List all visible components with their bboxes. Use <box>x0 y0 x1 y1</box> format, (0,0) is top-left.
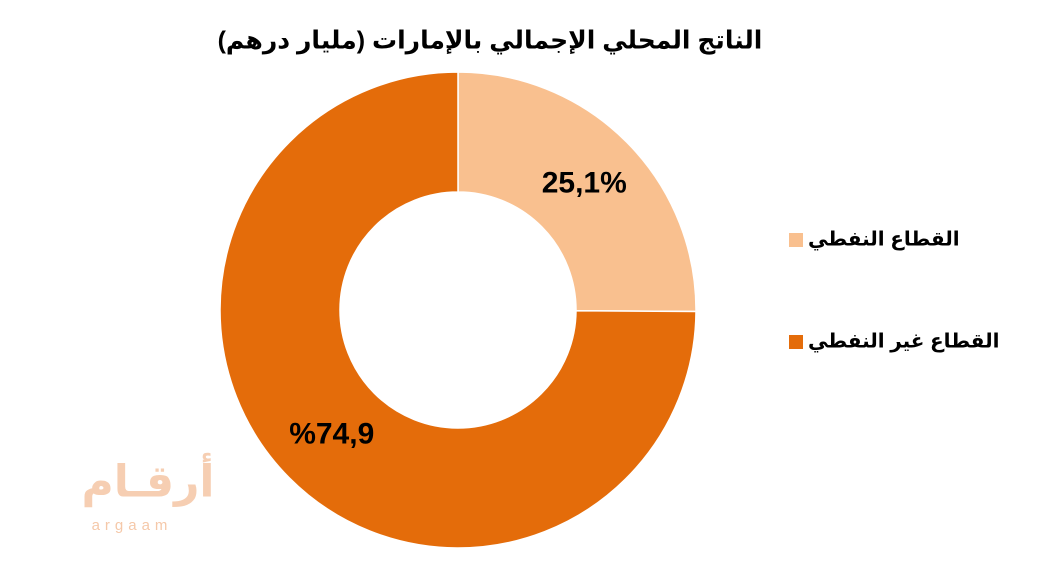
watermark-latin: argaam <box>92 517 173 534</box>
legend-label: القطاع غير النفطي <box>808 330 999 353</box>
value-label: %74,9 <box>289 417 374 450</box>
donut-slice <box>219 71 697 549</box>
legend-swatch <box>789 335 803 349</box>
donut-slice <box>457 71 697 313</box>
watermark-arabic: أرقـام <box>81 453 214 508</box>
chart-title: الناتج المحلي الإجمالي بالإمارات (مليار … <box>218 27 763 56</box>
value-label: 25,1% <box>542 166 627 199</box>
legend-swatch <box>789 233 803 247</box>
legend-label: القطاع النفطي <box>808 228 960 251</box>
